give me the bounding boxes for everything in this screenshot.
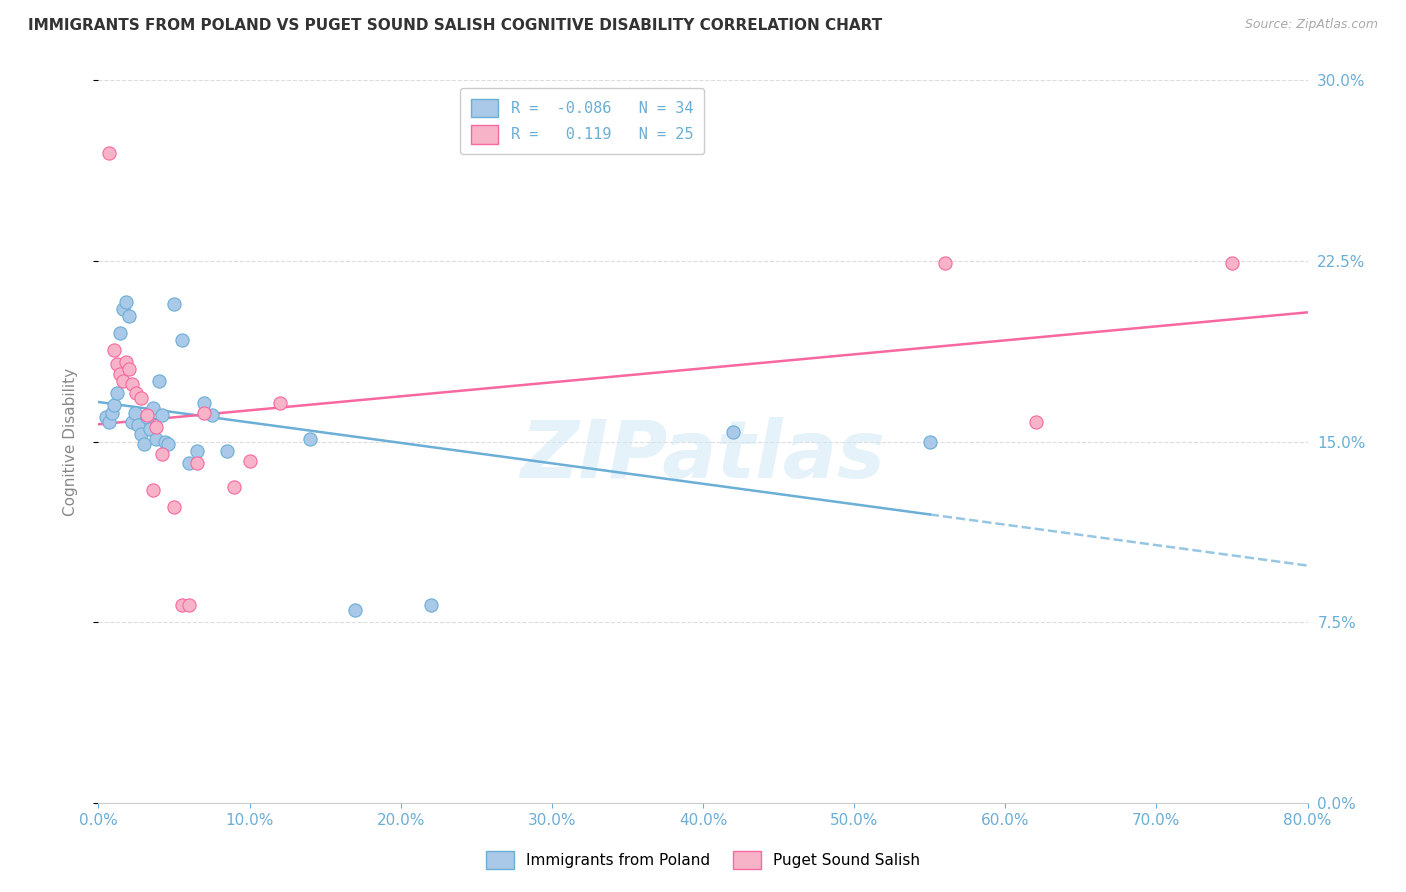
Point bbox=[201, 408, 224, 422]
Legend: Immigrants from Poland, Puget Sound Salish: Immigrants from Poland, Puget Sound Sali… bbox=[479, 845, 927, 875]
Point bbox=[170, 599, 193, 613]
Point bbox=[94, 410, 117, 425]
Point bbox=[139, 422, 162, 436]
Point bbox=[179, 599, 201, 613]
Point bbox=[224, 480, 246, 494]
Point bbox=[98, 415, 121, 429]
Point bbox=[163, 500, 186, 514]
Point bbox=[918, 434, 941, 449]
Point bbox=[142, 401, 165, 415]
Y-axis label: Cognitive Disability: Cognitive Disability bbox=[63, 368, 77, 516]
Point bbox=[135, 408, 157, 422]
Point bbox=[114, 294, 136, 309]
Point bbox=[111, 374, 134, 388]
Point bbox=[108, 367, 131, 381]
Point bbox=[98, 145, 121, 160]
Point bbox=[145, 420, 167, 434]
Point bbox=[269, 396, 291, 410]
Point bbox=[111, 301, 134, 317]
Point bbox=[1220, 256, 1243, 270]
Point bbox=[163, 297, 186, 311]
Point bbox=[135, 410, 157, 425]
Point bbox=[148, 374, 170, 388]
Point bbox=[127, 417, 149, 432]
Text: IMMIGRANTS FROM POLAND VS PUGET SOUND SALISH COGNITIVE DISABILITY CORRELATION CH: IMMIGRANTS FROM POLAND VS PUGET SOUND SA… bbox=[28, 18, 883, 33]
Point bbox=[150, 408, 173, 422]
Point bbox=[420, 599, 443, 613]
Legend: R =  -0.086   N = 34, R =   0.119   N = 25: R = -0.086 N = 34, R = 0.119 N = 25 bbox=[460, 88, 704, 154]
Point bbox=[215, 444, 238, 458]
Point bbox=[170, 334, 193, 348]
Point bbox=[129, 391, 152, 405]
Point bbox=[103, 398, 125, 412]
Point bbox=[723, 425, 745, 439]
Point bbox=[186, 444, 208, 458]
Point bbox=[193, 396, 215, 410]
Point bbox=[105, 386, 128, 401]
Text: ZIPatlas: ZIPatlas bbox=[520, 417, 886, 495]
Point bbox=[103, 343, 125, 357]
Point bbox=[121, 376, 143, 391]
Point bbox=[150, 446, 173, 460]
Point bbox=[186, 456, 208, 470]
Point bbox=[129, 427, 152, 442]
Point bbox=[142, 483, 165, 497]
Point bbox=[125, 386, 148, 401]
Point bbox=[299, 432, 322, 446]
Point bbox=[118, 362, 141, 376]
Text: Source: ZipAtlas.com: Source: ZipAtlas.com bbox=[1244, 18, 1378, 31]
Point bbox=[1024, 415, 1046, 429]
Point bbox=[101, 406, 124, 420]
Point bbox=[108, 326, 131, 340]
Point bbox=[118, 310, 141, 324]
Point bbox=[132, 437, 155, 451]
Point bbox=[179, 456, 201, 470]
Point bbox=[105, 358, 128, 372]
Point bbox=[193, 406, 215, 420]
Point bbox=[156, 437, 179, 451]
Point bbox=[239, 454, 262, 468]
Point bbox=[934, 256, 956, 270]
Point bbox=[344, 603, 367, 617]
Point bbox=[114, 355, 136, 369]
Point bbox=[124, 406, 146, 420]
Point bbox=[153, 434, 176, 449]
Point bbox=[121, 415, 143, 429]
Point bbox=[145, 432, 167, 446]
